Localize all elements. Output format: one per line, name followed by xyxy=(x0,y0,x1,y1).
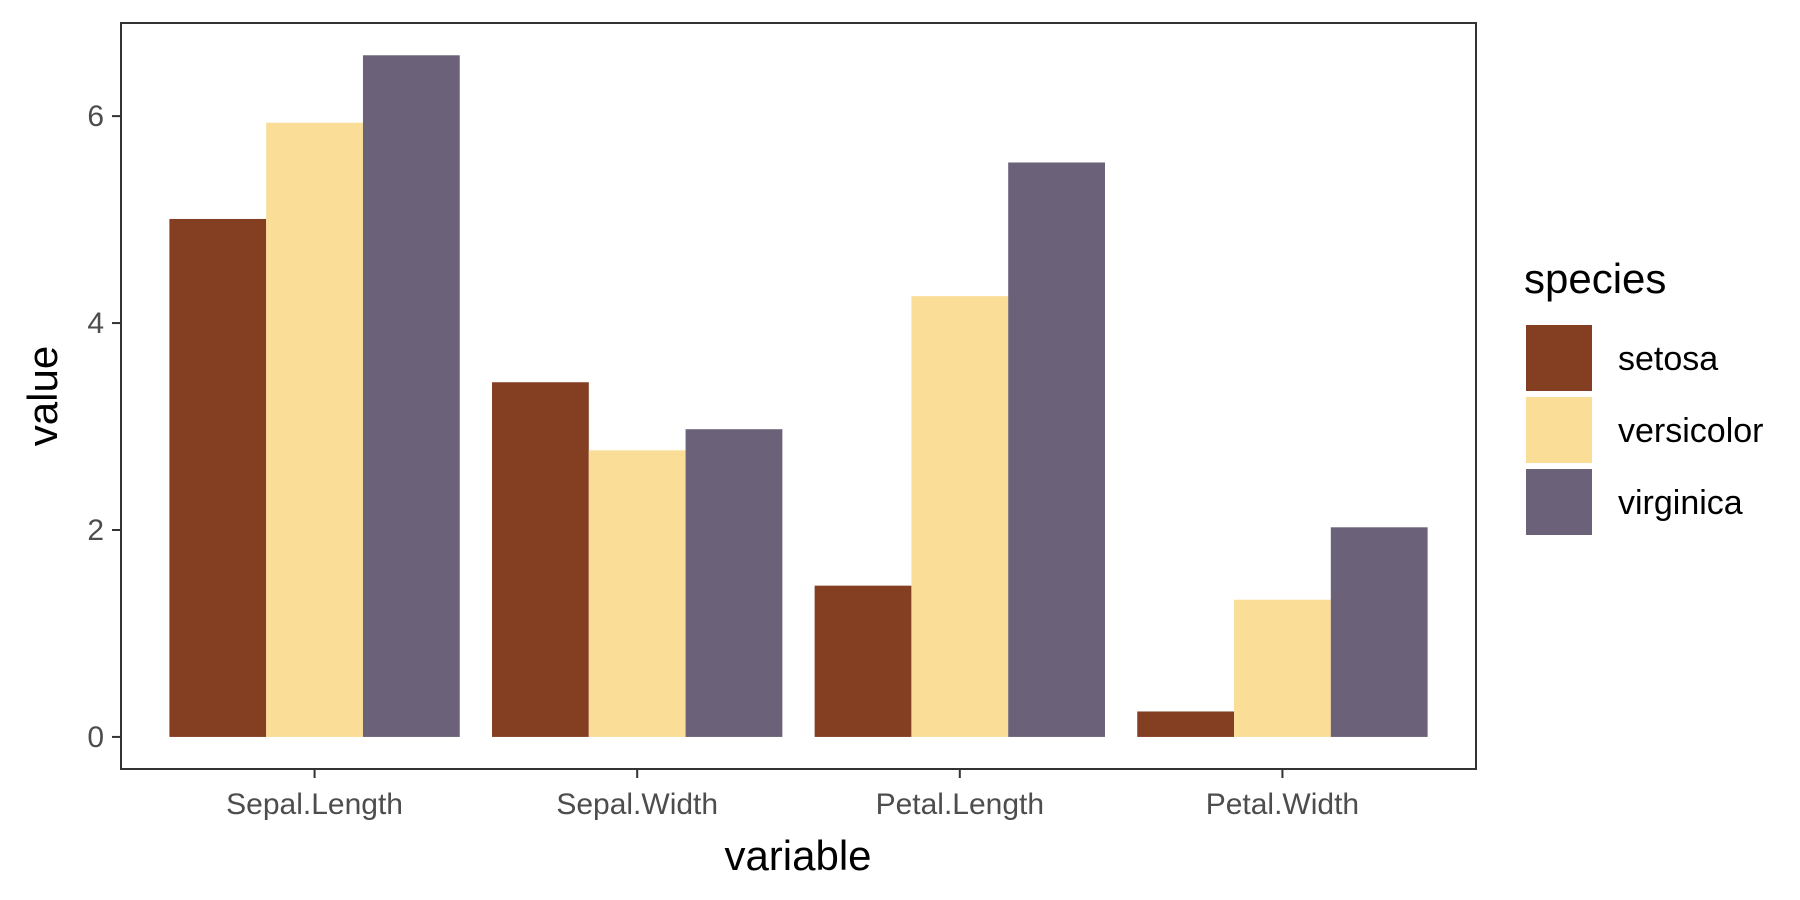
y-axis-title: value xyxy=(19,346,66,446)
y-tick-label: 2 xyxy=(87,514,104,547)
legend-title: species xyxy=(1524,255,1666,302)
plot-panel-border xyxy=(120,22,1477,770)
bar-versicolor-petal-length xyxy=(911,296,1009,737)
y-tick-label: 0 xyxy=(87,721,104,754)
x-tick-label-sepal-length: Sepal.Length xyxy=(226,788,403,821)
legend-label-versicolor: versicolor xyxy=(1618,412,1763,450)
legend-label-virginica: virginica xyxy=(1618,484,1743,522)
legend-key-versicolor xyxy=(1526,397,1592,463)
y-axis: 0 2 4 6 xyxy=(87,100,121,754)
bar-setosa-petal-length xyxy=(814,585,912,737)
x-axis: Sepal.Length Sepal.Width Petal.Length Petal… xyxy=(226,769,1359,821)
y-tick-label: 4 xyxy=(87,307,104,340)
bar-versicolor-sepal-length xyxy=(266,122,363,737)
bar-setosa-sepal-length xyxy=(169,218,267,737)
x-tick-label-sepal-width: Sepal.Width xyxy=(556,788,718,821)
bar-setosa-sepal-width xyxy=(492,382,589,737)
legend-items: setosa versicolor virginica xyxy=(1526,325,1763,535)
legend-label-setosa: setosa xyxy=(1618,340,1718,378)
bar-virginica-petal-length xyxy=(1008,162,1105,737)
bar-virginica-sepal-length xyxy=(362,55,460,737)
bars-layer xyxy=(169,55,1428,737)
legend-key-virginica xyxy=(1526,469,1592,535)
legend-key-setosa xyxy=(1526,325,1592,391)
y-tick-label: 6 xyxy=(87,100,104,133)
bar-versicolor-sepal-width xyxy=(588,450,686,737)
x-axis-title: variable xyxy=(724,832,871,879)
bar-setosa-petal-width xyxy=(1137,711,1235,737)
x-tick-label-petal-width: Petal.Width xyxy=(1206,788,1359,821)
bar-virginica-petal-width xyxy=(1330,527,1428,737)
legend: species setosa versicolor virginica xyxy=(1524,255,1763,535)
bar-virginica-sepal-width xyxy=(685,429,783,737)
x-tick-label-petal-length: Petal.Length xyxy=(876,788,1044,821)
bar-versicolor-petal-width xyxy=(1234,599,1331,737)
